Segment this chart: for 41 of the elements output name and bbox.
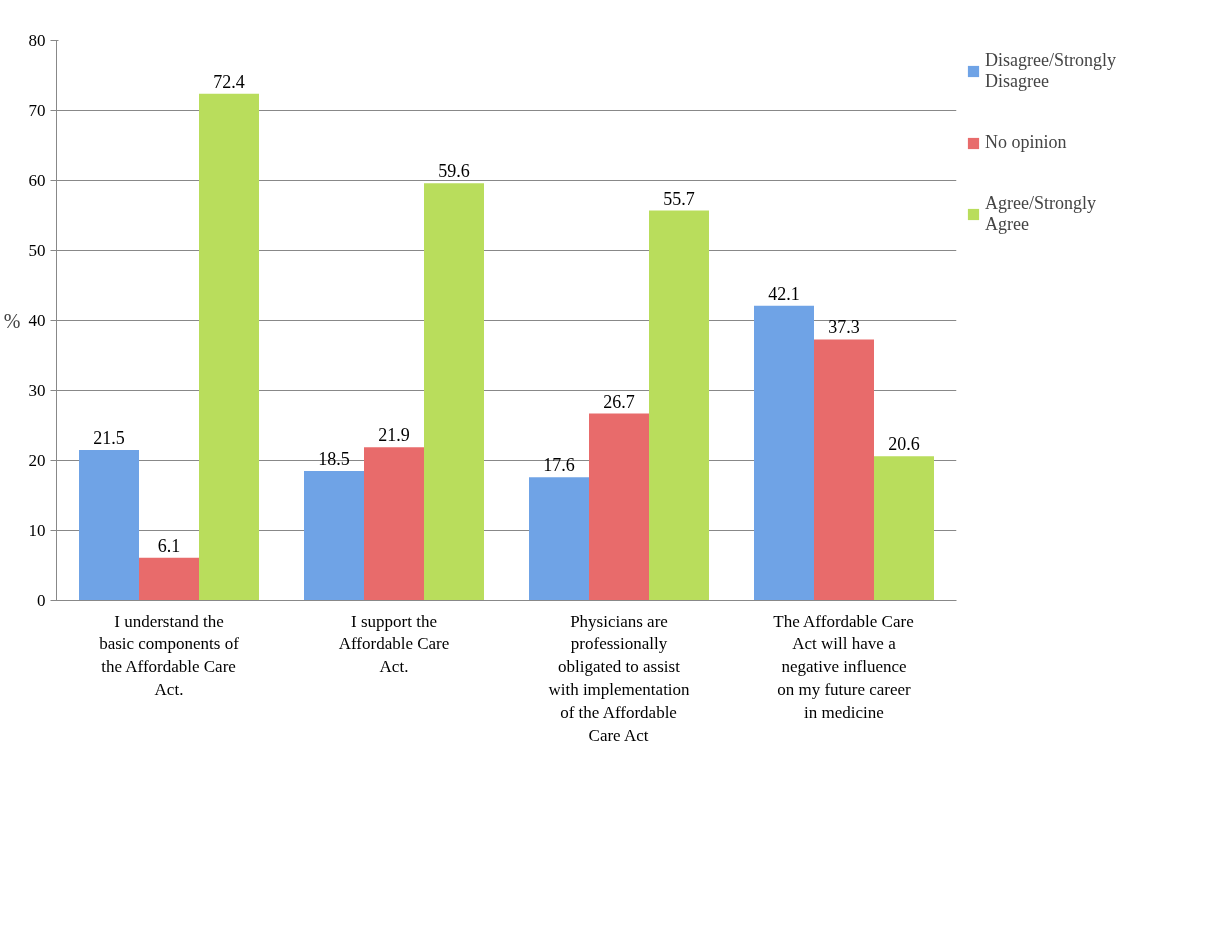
y-axis-title: % [3,309,21,332]
bar [814,339,874,601]
bar [199,93,259,601]
y-tick-label: 20 [28,451,46,470]
y-tick-label: 40 [28,311,46,330]
data-label: 21.9 [378,425,410,446]
data-label: 6.1 [157,535,181,556]
legend-label: Disagree/Strongly Disagree [985,50,1116,92]
data-label: 20.6 [888,434,920,455]
bar [649,210,709,601]
y-tick-label: 0 [37,591,46,610]
x-tick-label: The Affordable Care Act will have a negative influence on my future career in medicine [773,611,914,722]
data-label: 72.4 [213,71,245,92]
bar [874,456,934,601]
y-tick-label: 60 [28,171,46,190]
data-label: 42.1 [768,283,800,304]
data-label: 37.3 [828,317,860,338]
bar [139,557,199,601]
bar [364,447,424,601]
y-tick-label: 50 [28,241,46,260]
x-tick-label: I support the Affordable Care Act. [338,611,450,677]
y-tick-label: 30 [28,381,46,400]
data-label: 59.6 [438,161,470,182]
x-tick-label: Physicians are professionally obligated to assist with implementation of the Affordable Care Act [548,611,691,745]
data-label: 18.5 [318,449,350,469]
legend-label: Agree/Strongly Agree [985,193,1096,235]
data-label: 21.5 [93,428,125,448]
x-tick-label: I understand the basic components of the Affordable Care Act. [99,611,240,699]
bar [79,450,139,601]
y-tick-label: 80 [28,31,46,50]
legend-label: No opinion [985,132,1067,153]
bar [304,471,364,601]
bar [529,477,589,601]
bar [754,305,814,601]
data-label: 55.7 [663,188,695,209]
bar [589,413,649,601]
bar [424,183,484,601]
data-label: 26.7 [603,391,635,412]
y-tick-label: 70 [28,101,46,120]
data-label: 17.6 [543,455,575,476]
y-tick-label: 10 [28,521,46,540]
